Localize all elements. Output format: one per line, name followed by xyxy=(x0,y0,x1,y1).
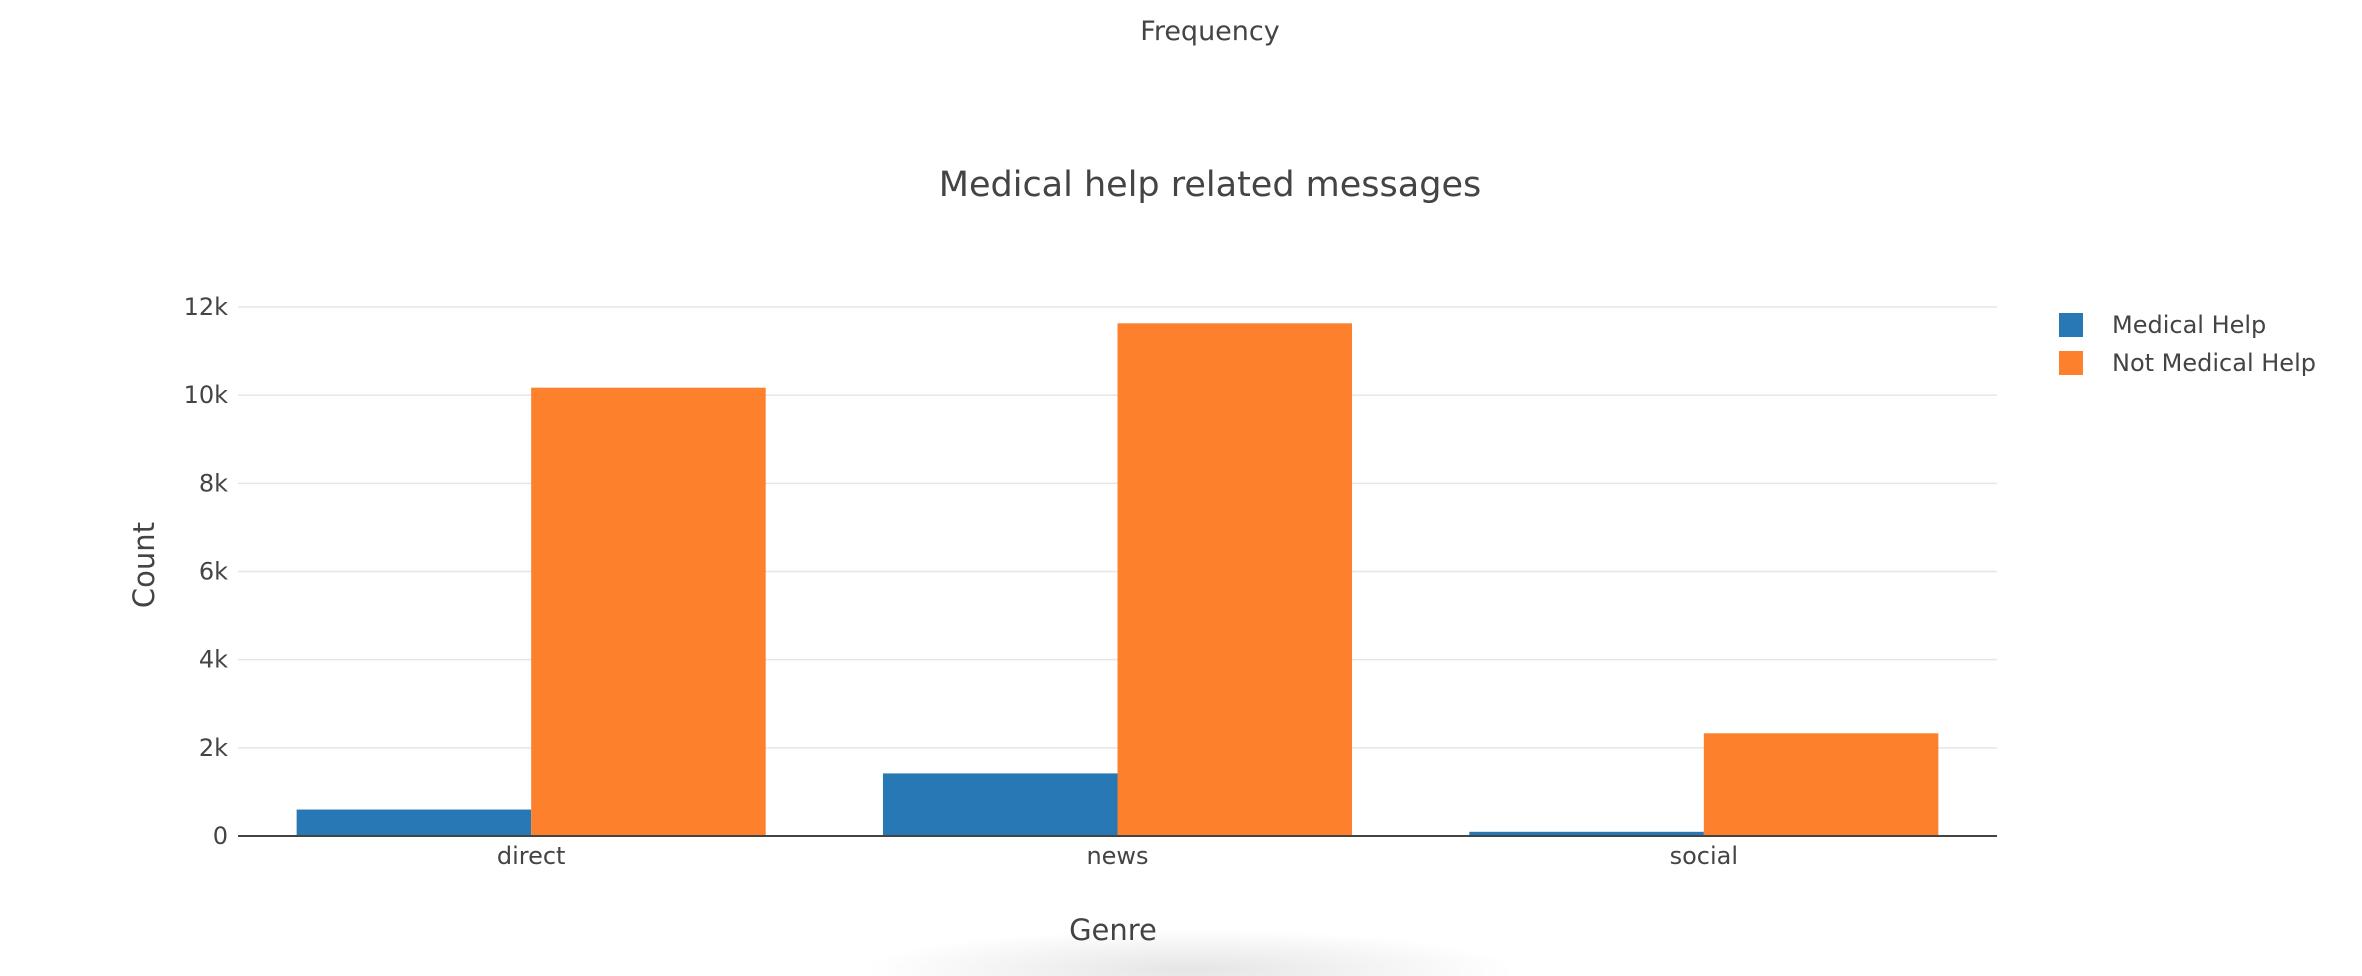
y-tick-label: 6k xyxy=(199,558,228,586)
bar-medical-help-news[interactable] xyxy=(882,773,1118,836)
legend-item[interactable]: Medical Help xyxy=(2059,311,2266,339)
chart-title: Medical help related messages xyxy=(939,165,1481,205)
y-axis-ticks: 0 2k 4k 6k 8k 10k 12k xyxy=(184,293,229,850)
y-tick-label: 4k xyxy=(199,646,228,674)
y-tick-label: 10k xyxy=(184,381,229,409)
bar-medical-help-direct[interactable] xyxy=(296,809,532,836)
bar-not-medical-help-social[interactable] xyxy=(1703,733,1939,836)
bar-not-medical-help-news[interactable] xyxy=(1117,323,1353,837)
y-tick-label: 2k xyxy=(199,734,228,762)
bar-medical-help-social[interactable] xyxy=(1469,831,1704,836)
y-tick-label: 12k xyxy=(184,293,229,321)
y-axis-label: Count xyxy=(127,522,161,608)
y-tick-label: 0 xyxy=(213,822,228,850)
header-title: Frequency xyxy=(1140,16,1280,47)
legend-swatch xyxy=(2059,313,2083,337)
x-axis-label: Genre xyxy=(1069,913,1157,947)
legend-swatch xyxy=(2059,351,2083,375)
legend[interactable]: Medical Help Not Medical Help xyxy=(2059,311,2316,377)
legend-item[interactable]: Not Medical Help xyxy=(2059,349,2316,377)
legend-label: Not Medical Help xyxy=(2112,349,2316,377)
x-axis-ticks: direct news social xyxy=(497,842,1738,870)
legend-label: Medical Help xyxy=(2112,311,2266,339)
x-tick-label: news xyxy=(1086,842,1148,870)
bar-not-medical-help-direct[interactable] xyxy=(531,387,766,836)
bars[interactable] xyxy=(296,323,1939,837)
x-tick-label: social xyxy=(1670,842,1738,870)
y-tick-label: 8k xyxy=(199,469,228,497)
x-tick-label: direct xyxy=(497,842,566,870)
